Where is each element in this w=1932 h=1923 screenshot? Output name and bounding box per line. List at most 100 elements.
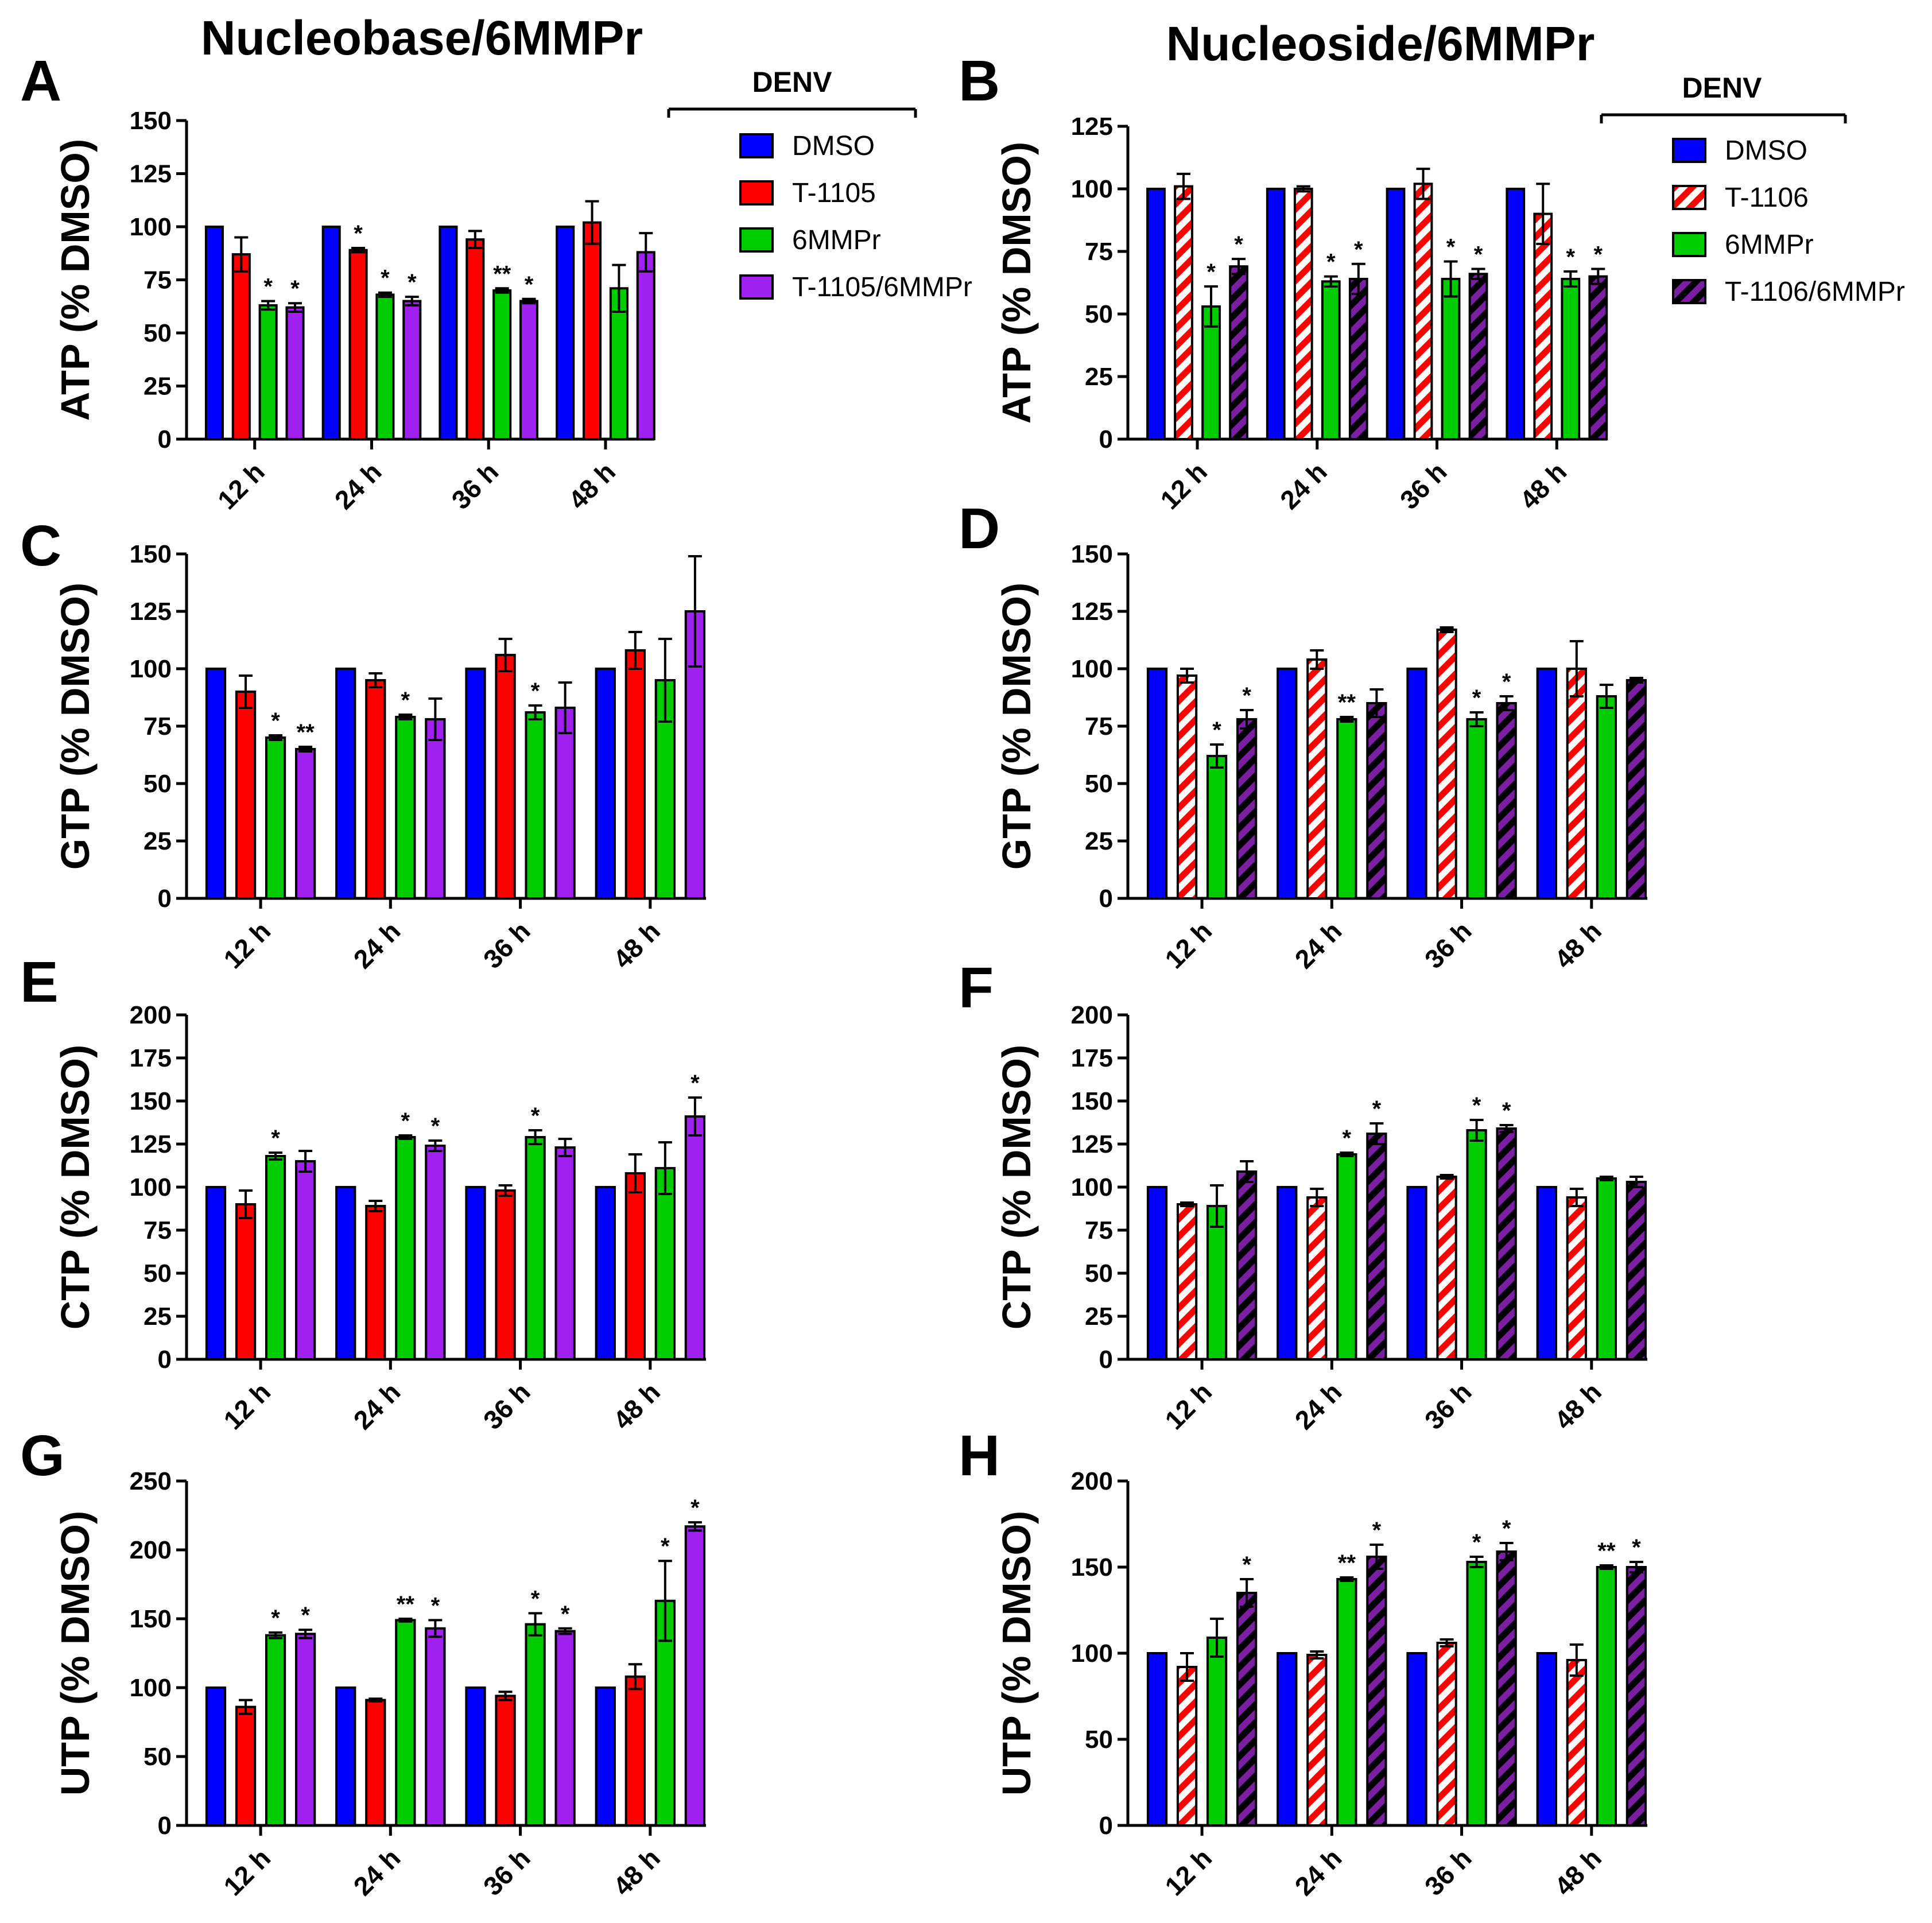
y-tick-label: 100 (130, 1173, 172, 1201)
bar (1306, 1654, 1328, 1827)
significance-marker: * (290, 276, 300, 301)
bar (583, 221, 602, 440)
bar (1536, 668, 1557, 900)
significance-marker: * (1343, 1126, 1352, 1151)
y-tick-label: 125 (1071, 598, 1113, 626)
bar (465, 1686, 486, 1827)
significance-marker: ** (397, 1592, 415, 1617)
legend-label: T-1106/6MMPr (1725, 277, 1905, 307)
bar (1176, 1666, 1198, 1827)
significance-marker: * (1472, 1530, 1481, 1555)
y-tick-label: 200 (130, 1001, 172, 1029)
bar (624, 1172, 646, 1360)
significance-marker: * (431, 1593, 440, 1618)
bar (1596, 1177, 1617, 1360)
y-tick-label: 25 (1085, 1302, 1113, 1331)
significance-marker: * (1242, 683, 1251, 708)
y-tick-label: 75 (143, 1216, 172, 1244)
panel-letter: D (959, 497, 1000, 561)
x-tick-label: 24 h (1274, 456, 1333, 515)
significance-marker: * (1502, 1098, 1511, 1123)
bar (1336, 718, 1357, 900)
x-tick-label: 12 h (1154, 456, 1213, 515)
bar (335, 668, 356, 900)
y-tick-label: 50 (143, 319, 172, 347)
bar (1496, 1127, 1517, 1360)
bar (235, 1705, 257, 1827)
legend-title: DENV (752, 66, 833, 98)
legend-swatch (739, 274, 774, 300)
y-tick-label: 50 (1085, 1726, 1113, 1754)
y-tick-label: 125 (1071, 1130, 1113, 1158)
bar (1321, 280, 1341, 440)
bar (654, 1167, 676, 1360)
bar (335, 1686, 356, 1827)
right-column-title: Nucleoside/6MMPr (1166, 17, 1595, 71)
bar (425, 1627, 446, 1827)
significance-marker: * (1242, 1552, 1251, 1577)
bar (395, 716, 416, 900)
bar (1236, 1592, 1258, 1827)
bar (1366, 702, 1387, 900)
bar (556, 226, 575, 440)
x-tick-label: 12 h (1159, 916, 1217, 974)
chart-panel-f: F 0 25 50 75 100 125 150 175 200 CTP (% DMSO) 12 h 2… (959, 956, 1647, 1435)
y-tick-label: 0 (158, 1346, 172, 1374)
significance-marker: * (271, 1126, 280, 1151)
panel-letter: G (20, 1424, 65, 1488)
significance-marker: * (1502, 1516, 1511, 1541)
y-axis-label: UTP (% DMSO) (53, 1511, 98, 1796)
bar (1625, 1566, 1647, 1827)
y-tick-label: 150 (130, 107, 172, 135)
y-axis-label: CTP (% DMSO) (994, 1045, 1039, 1330)
legend-label: DMSO (792, 131, 875, 161)
bar (595, 1186, 616, 1360)
y-tick-label: 0 (158, 425, 172, 453)
bar (365, 679, 386, 900)
bar (204, 226, 224, 440)
bar (1596, 1566, 1617, 1827)
x-tick-label: 36 h (1419, 916, 1477, 974)
x-tick-label: 12 h (212, 456, 270, 515)
x-tick-label: 36 h (1394, 456, 1453, 515)
panel-letter: C (20, 514, 61, 578)
bar (465, 238, 485, 440)
significance-marker: * (1354, 237, 1363, 262)
bar (495, 1695, 516, 1827)
y-tick-label: 200 (1071, 1001, 1113, 1029)
x-tick-label: 48 h (562, 456, 621, 515)
y-tick-label: 100 (1071, 175, 1113, 203)
bar (1468, 273, 1488, 440)
significance-marker: * (1446, 234, 1456, 259)
significance-marker: * (401, 688, 410, 713)
legend-left: DENV DMSO T-1105 6MMPr T-1105/6MMPr (667, 66, 972, 303)
y-tick-label: 100 (130, 655, 172, 683)
x-tick-label: 36 h (478, 916, 536, 974)
bar (395, 1619, 416, 1827)
y-tick-label: 0 (158, 885, 172, 913)
panel-letter: A (20, 49, 61, 113)
x-tick-label: 48 h (1514, 456, 1572, 515)
significance-marker: * (1472, 1093, 1481, 1118)
bar (1206, 1205, 1228, 1360)
significance-marker: * (661, 1534, 670, 1559)
y-tick-label: 200 (130, 1536, 172, 1564)
x-tick-label: 12 h (218, 916, 276, 974)
bar (1436, 1176, 1457, 1360)
bar (1406, 1186, 1427, 1360)
bar (365, 1699, 386, 1827)
x-tick-label: 48 h (1549, 1843, 1607, 1901)
bar (624, 1675, 646, 1827)
significance-marker: * (1326, 250, 1336, 275)
y-tick-label: 0 (1099, 1346, 1113, 1374)
bar (495, 654, 516, 900)
significance-marker: * (1502, 669, 1511, 695)
y-tick-label: 125 (130, 160, 172, 188)
significance-marker: * (1212, 718, 1221, 743)
legend-label: T-1106 (1725, 183, 1809, 213)
x-tick-label: 36 h (445, 456, 504, 515)
significance-marker: * (1372, 1518, 1382, 1543)
x-tick-label: 48 h (607, 1843, 666, 1901)
